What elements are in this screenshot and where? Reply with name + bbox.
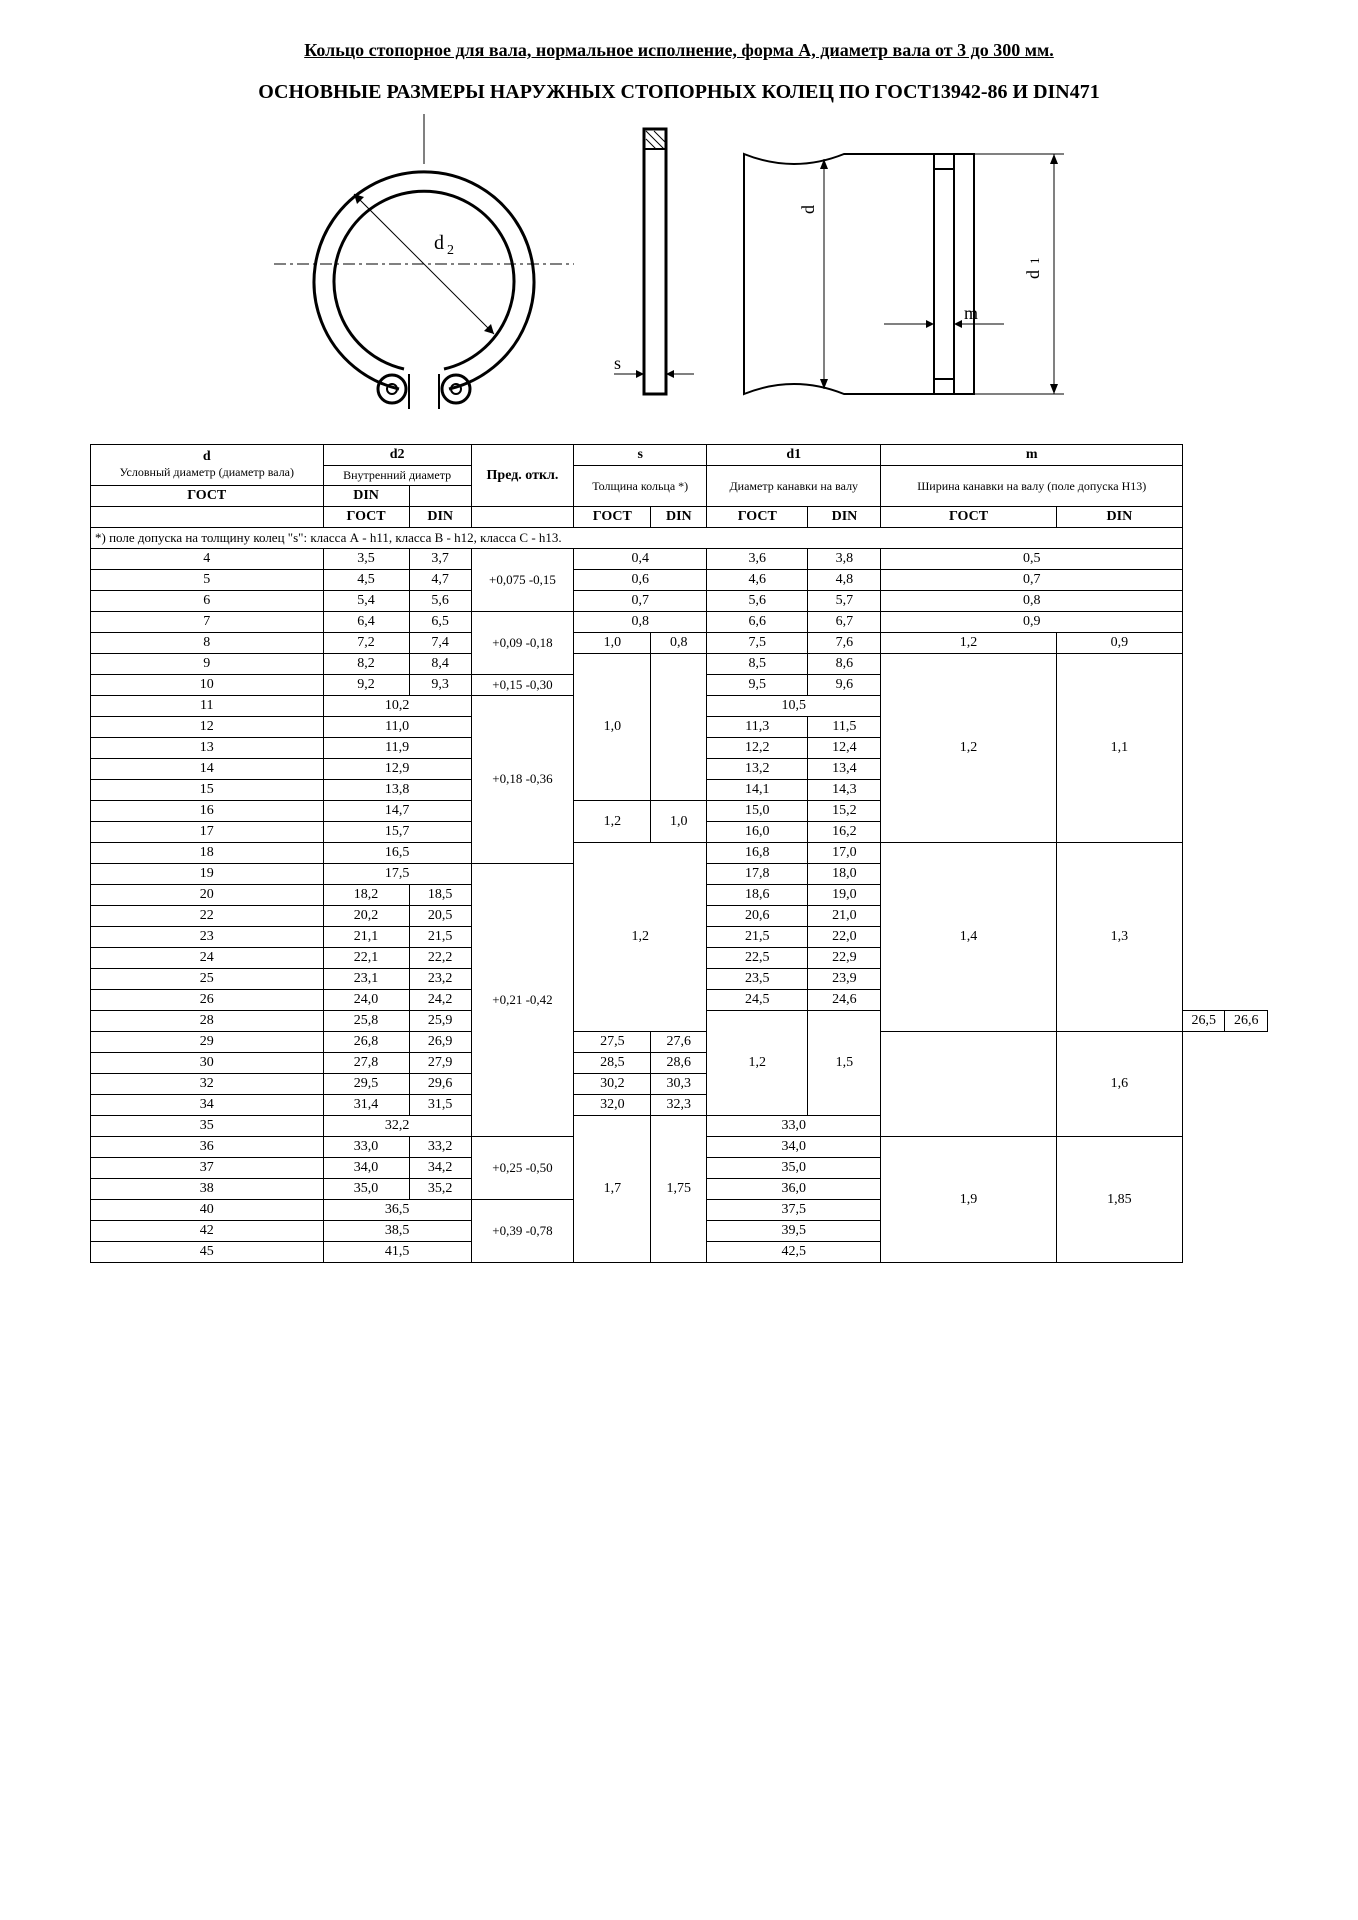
ring-side-diagram: s [604,114,704,414]
col-d2: d2 [323,445,471,466]
svg-text:s: s [614,353,621,373]
col-d1: d1 [707,445,881,466]
svg-text:d: d [434,232,444,254]
page-subtitle: ОСНОВНЫЕ РАЗМЕРЫ НАРУЖНЫХ СТОПОРНЫХ КОЛЕ… [90,81,1268,104]
col-d: dУсловный диаметр (диаметр вала) [91,445,324,486]
page-title: Кольцо стопорное для вала, нормальное ис… [90,40,1268,61]
table-row: 65,45,60,75,65,70,8 [91,591,1268,612]
svg-text:2: 2 [447,243,454,258]
table-row: 87,27,41,00,87,57,61,20,9 [91,633,1268,654]
dimensions-table: dУсловный диаметр (диаметр вала) d2 Пред… [90,444,1268,1263]
shaft-diagram: d d 1 m [734,114,1084,414]
table-row: 54,54,70,64,64,80,7 [91,570,1268,591]
footnote-row: *) поле допуска на толщину колец "s": кл… [91,528,1268,549]
col-s: s [574,445,707,466]
col-m: m [881,445,1183,466]
table-row: 43,53,7+0,075 -0,150,43,63,80,5 [91,549,1268,570]
svg-text:d: d [798,205,818,214]
diagram-row: d 2 s d d 1 m [90,114,1268,414]
table-row: 76,46,5+0,09 -0,180,86,66,70,9 [91,612,1268,633]
ring-diagram: d 2 [274,114,574,414]
col-tol: Пред. откл. [471,445,574,507]
svg-text:m: m [964,303,978,323]
table-row: 98,28,41,08,58,61,21,1 [91,654,1268,675]
table-row: 2926,826,927,527,61,6 [91,1032,1268,1053]
table-row: 1816,51,216,817,01,41,3 [91,843,1268,864]
svg-text:1: 1 [1027,258,1042,265]
svg-text:d: d [1023,270,1043,279]
